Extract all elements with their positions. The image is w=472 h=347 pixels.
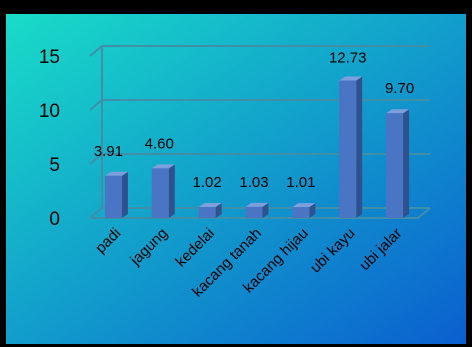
bar-side-face [309, 203, 316, 218]
grid-lines [89, 45, 431, 219]
data-label: 4.60 [145, 135, 174, 152]
y-tick-label: 0 [49, 209, 60, 230]
data-label: 12.73 [329, 50, 367, 67]
bar-ubi-kayu [339, 76, 363, 219]
bar-front-face [386, 113, 404, 218]
bar-side-face [403, 109, 410, 218]
bar-side-face [215, 202, 222, 218]
bar-top-face [245, 202, 269, 207]
data-label: 9.70 [385, 80, 414, 97]
bar-front-face [245, 206, 263, 218]
bar-series [104, 76, 410, 219]
bar-top-face [339, 76, 363, 81]
bar-front-face [104, 175, 122, 218]
y-tick-label: 5 [49, 155, 60, 176]
bar-side-face [262, 202, 269, 218]
bar-padi [104, 171, 128, 218]
y-tick-label: 15 [39, 47, 60, 68]
y-tick-label: 10 [39, 101, 60, 122]
bar-front-face [151, 168, 169, 218]
bar-jagung [151, 164, 175, 218]
bar-top-face [292, 203, 316, 208]
bar-front-face [198, 206, 216, 218]
data-label: 1.03 [239, 174, 268, 191]
y-axis-ticks: 0 5 10 15 [39, 47, 60, 230]
bar-ubi-jalar [386, 109, 410, 218]
bar-top-face [198, 202, 222, 207]
bar-top-face [104, 171, 128, 176]
bar-top-face [386, 109, 410, 114]
bar-side-face [168, 164, 175, 218]
data-label: 3.91 [94, 143, 123, 160]
data-label: 1.02 [193, 174, 222, 191]
bar-kacang-hijau [292, 203, 316, 218]
bar-top-face [151, 164, 175, 169]
bar-kacang-tanah [245, 202, 269, 218]
data-label: 1.01 [286, 174, 315, 191]
bar-front-face [339, 80, 357, 219]
data-labels: 3.91 4.60 1.02 1.03 1.01 12.73 9.70 [94, 50, 414, 192]
bar-kedelai [198, 202, 222, 218]
bar-side-face [356, 76, 363, 219]
chart-title: (Ton/Ha) [206, 0, 270, 12]
bar-side-face [121, 171, 128, 218]
bar-front-face [292, 207, 310, 218]
floor-right-edge [417, 207, 431, 219]
